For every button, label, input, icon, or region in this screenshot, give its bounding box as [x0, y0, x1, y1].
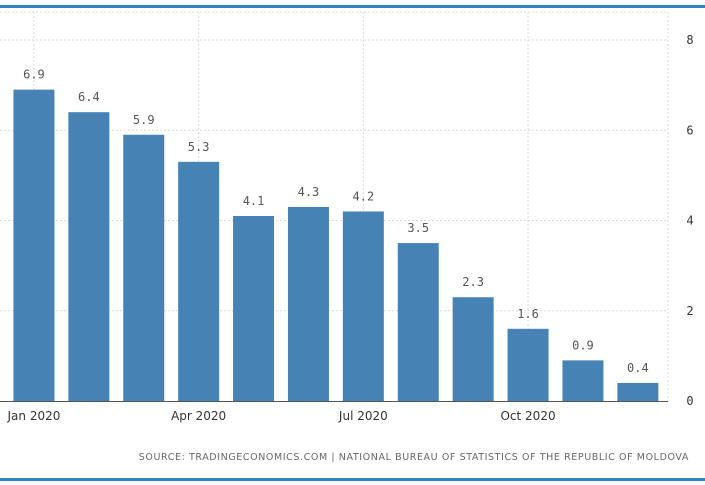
x-tick-label: Oct 2020: [500, 409, 555, 423]
top-border-line: [0, 5, 705, 8]
x-tick-label: Jan 2020: [7, 409, 61, 423]
bar: [123, 134, 165, 401]
value-label: 4.3: [298, 185, 320, 199]
value-label: 5.9: [133, 113, 155, 127]
y-tick-label: 2: [686, 304, 693, 318]
bar: [452, 297, 494, 401]
bar: [13, 89, 55, 401]
bar: [342, 211, 384, 401]
bar: [287, 206, 329, 401]
value-label: 1.6: [517, 307, 539, 321]
value-label: 3.5: [407, 221, 429, 235]
value-label: 4.1: [243, 194, 265, 208]
bar: [178, 161, 220, 401]
value-label: 0.9: [572, 338, 594, 352]
axis-layer: 0 2 4 6 8 Jan 2020 Apr 2020 Jul 2020 Oct 2020: [0, 33, 694, 423]
value-label: 6.9: [23, 68, 45, 82]
bar-layer: [13, 89, 659, 401]
value-label: 5.3: [188, 140, 210, 154]
value-label-layer: 6.9 6.4 5.9 5.3 4.1 4.3 4.2 3.5 2.3 1.6 0.9 0.4: [23, 68, 649, 375]
y-tick-label: 6: [686, 123, 693, 137]
bar: [562, 360, 604, 401]
value-label: 0.4: [627, 361, 649, 375]
bar: [507, 328, 549, 401]
value-label: 4.2: [353, 189, 375, 203]
y-tick-label: 8: [686, 33, 693, 47]
x-tick-label: Apr 2020: [171, 409, 226, 423]
value-label: 2.3: [462, 275, 484, 289]
y-tick-label: 4: [686, 214, 693, 228]
source-note: SOURCE: TRADINGECONOMICS.COM | NATIONAL …: [138, 452, 689, 463]
bar: [233, 215, 275, 401]
bar: [617, 382, 659, 401]
x-tick-label: Jul 2020: [338, 409, 388, 423]
bar: [68, 112, 110, 401]
bottom-border-line: [0, 478, 705, 481]
y-tick-label: 0: [686, 394, 693, 408]
bar: [397, 243, 439, 401]
value-label: 6.4: [78, 90, 100, 104]
